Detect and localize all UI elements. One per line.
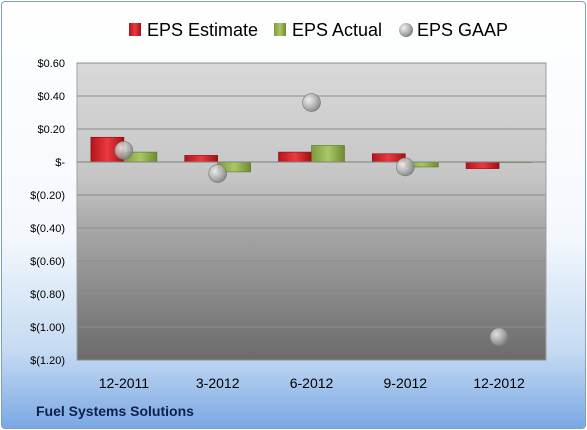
company-name: Fuel Systems Solutions xyxy=(36,403,194,419)
x-tick-label: 3-2012 xyxy=(196,375,240,391)
y-tick-label: $- xyxy=(55,157,65,169)
gridlines xyxy=(77,62,546,361)
x-tick-label: 9-2012 xyxy=(384,375,428,391)
y-tick-label: $0.60 xyxy=(37,58,65,70)
estimate-bar xyxy=(278,151,312,163)
legend-estimate-swatch xyxy=(129,23,141,36)
y-axis-ticks: $0.60 $0.40 $0.20 $- $(0.20) $(0.40) $(0.60) $(… xyxy=(30,58,65,367)
gaap-marker xyxy=(114,141,134,160)
legend-gaap-label: EPS GAAP xyxy=(417,20,508,40)
y-tick-label: $(1.20) xyxy=(30,355,65,367)
x-tick-label: 12-2011 xyxy=(99,375,150,391)
x-axis-ticks: 12-2011 3-2012 6-2012 9-2012 12-2012 xyxy=(99,375,525,391)
y-tick-label: $0.20 xyxy=(37,124,65,136)
legend-actual-label: EPS Actual xyxy=(292,20,382,40)
y-tick-label: $(0.20) xyxy=(30,190,65,202)
x-tick-label: 6-2012 xyxy=(290,375,334,391)
gaap-marker xyxy=(395,157,415,177)
legend: EPS Estimate EPS Actual EPS GAAP xyxy=(129,20,508,40)
estimate-bar xyxy=(184,155,218,163)
plot-area xyxy=(76,62,547,361)
actual-bar xyxy=(311,145,345,163)
gaap-marker xyxy=(208,164,227,183)
legend-actual-swatch xyxy=(274,23,286,36)
legend-gaap-marker xyxy=(399,23,413,37)
estimate-bar xyxy=(465,161,500,169)
y-tick-label: $(0.40) xyxy=(30,223,65,235)
y-tick-label: $(0.60) xyxy=(30,256,65,268)
gaap-marker xyxy=(489,327,509,347)
legend-estimate-label: EPS Estimate xyxy=(147,20,258,40)
y-tick-label: $(0.80) xyxy=(30,289,65,301)
gaap-markers xyxy=(114,93,509,347)
gaap-marker xyxy=(302,93,321,112)
y-tick-label: $0.40 xyxy=(37,91,65,103)
x-tick-label: 12-2012 xyxy=(473,375,525,391)
y-tick-label: $(1.00) xyxy=(30,322,65,334)
